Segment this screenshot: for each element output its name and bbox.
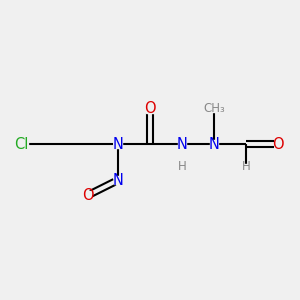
Text: O: O bbox=[144, 101, 156, 116]
Text: O: O bbox=[272, 137, 284, 152]
Text: N: N bbox=[209, 137, 220, 152]
Text: O: O bbox=[82, 188, 94, 203]
Text: N: N bbox=[112, 137, 123, 152]
Bar bbox=[15, 140, 28, 148]
Text: N: N bbox=[112, 173, 123, 188]
Text: H: H bbox=[178, 160, 187, 173]
Text: H: H bbox=[242, 160, 250, 173]
Bar bbox=[178, 140, 186, 148]
Text: Cl: Cl bbox=[14, 137, 29, 152]
Bar bbox=[274, 140, 282, 148]
Text: CH₃: CH₃ bbox=[203, 102, 225, 115]
Bar bbox=[84, 191, 92, 200]
Bar bbox=[179, 164, 185, 170]
Bar bbox=[210, 140, 218, 148]
Text: N: N bbox=[177, 137, 188, 152]
Bar bbox=[114, 140, 122, 148]
Bar bbox=[146, 104, 154, 112]
Bar bbox=[207, 105, 221, 112]
Bar bbox=[114, 176, 122, 184]
Bar bbox=[243, 164, 249, 170]
